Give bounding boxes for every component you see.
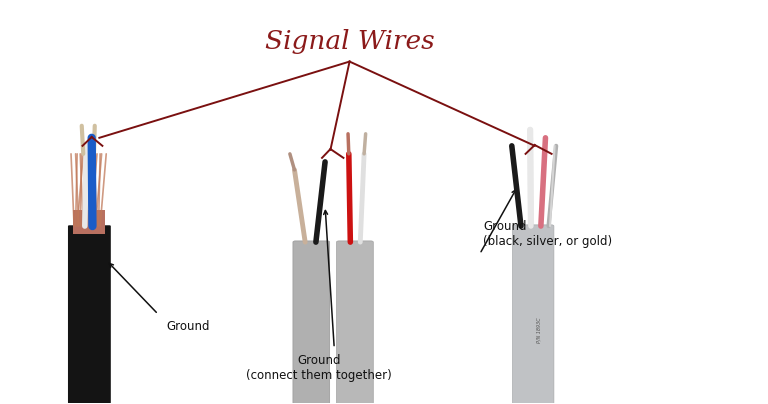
Text: Ground: Ground [166,320,210,333]
FancyBboxPatch shape [293,241,329,404]
Text: Ground
(connect them together): Ground (connect them together) [246,354,392,383]
Text: Ground
(black, silver, or gold): Ground (black, silver, or gold) [484,220,613,248]
Text: P/N 1893C: P/N 1893C [537,318,542,343]
FancyBboxPatch shape [512,225,554,404]
FancyBboxPatch shape [68,225,111,404]
Bar [73,210,105,234]
Text: Signal Wires: Signal Wires [265,29,435,55]
FancyBboxPatch shape [336,241,373,404]
